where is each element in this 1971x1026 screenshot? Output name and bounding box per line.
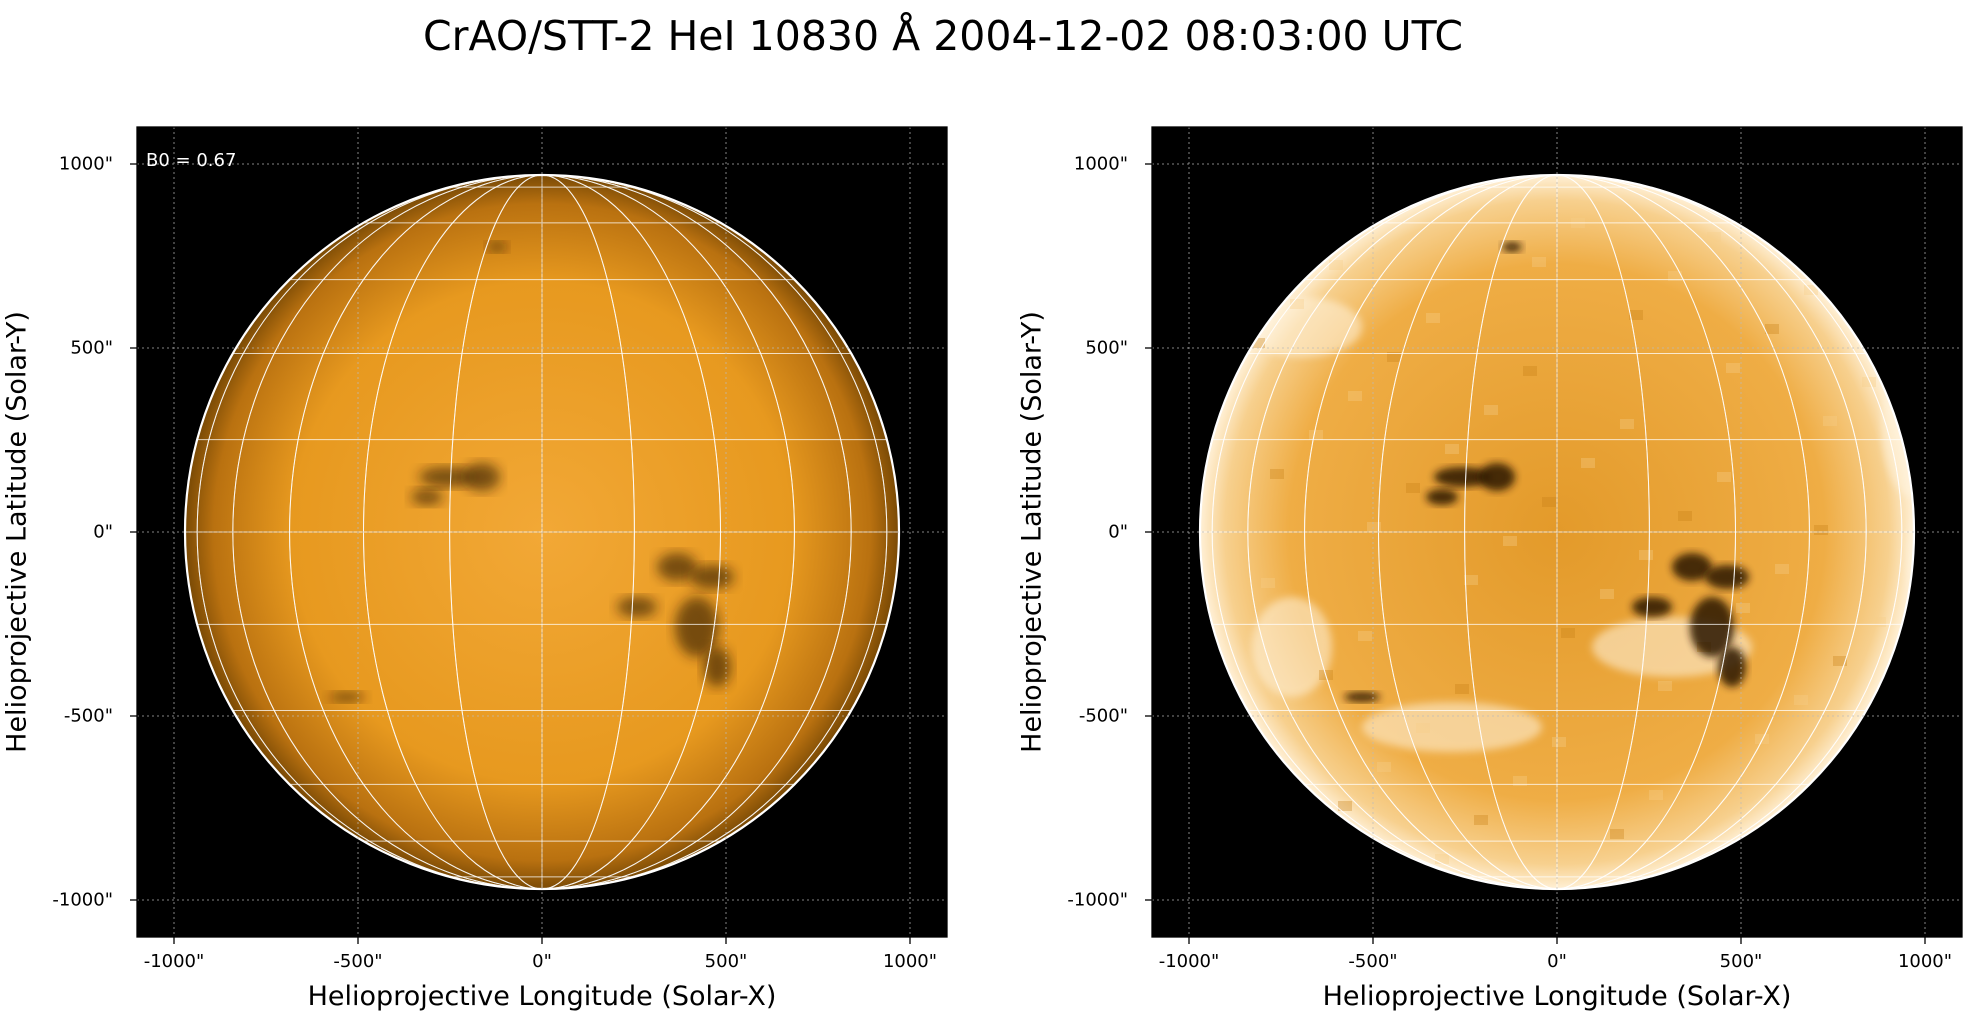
y-axis-label: Helioprojective Latitude (Solar-Y) (1, 311, 33, 753)
y-tick-label: 500" (1085, 337, 1128, 359)
solar-disk-image-right (1145, 126, 1963, 944)
y-tick-label: -500" (1078, 705, 1128, 727)
solar-disk-image-left (130, 126, 948, 944)
x-tick-label: 1000" (882, 951, 938, 972)
x-axis-label: Helioprojective Longitude (Solar-X) (307, 981, 777, 1012)
x-tick-label: -1000" (1158, 951, 1220, 972)
y-tick-label: 1000" (1073, 153, 1128, 175)
y-tick-label: 0" (1108, 521, 1128, 543)
y-tick-label: 0" (93, 521, 113, 543)
y-tick-label: 500" (70, 337, 113, 359)
b0-annotation: B0 = 0.67 (146, 150, 237, 171)
y-tick-label: 1000" (58, 153, 113, 175)
x-tick-label: 1000" (1897, 951, 1953, 972)
x-tick-label: 0" (1547, 951, 1567, 972)
x-tick-label: 0" (532, 951, 552, 972)
x-tick-label: 500" (1719, 951, 1763, 972)
y-tick-label: -500" (63, 705, 113, 727)
y-tick-label: -1000" (1067, 889, 1128, 911)
solar-image-panel-left: B0 = 0.67 1000" 500" 0" -500" -1000" -10… (2, 126, 948, 1012)
x-tick-label: -500" (333, 951, 383, 972)
axes-frame (136, 126, 948, 938)
axes-frame (1151, 126, 1963, 938)
x-tick-label: -500" (1348, 951, 1398, 972)
figure-title: CrAO/STT-2 HeI 10830 Å 2004-12-02 08:03:… (423, 12, 1463, 60)
x-axis-label: Helioprojective Longitude (Solar-X) (1322, 981, 1792, 1012)
x-tick-label: 500" (704, 951, 748, 972)
y-tick-label: -1000" (52, 889, 113, 911)
x-tick-label: -1000" (143, 951, 205, 972)
solar-image-panel-right: 1000" 500" 0" -500" -1000" -1000" -500" … (1017, 126, 1963, 1012)
y-axis-label: Helioprojective Latitude (Solar-Y) (1016, 311, 1048, 753)
